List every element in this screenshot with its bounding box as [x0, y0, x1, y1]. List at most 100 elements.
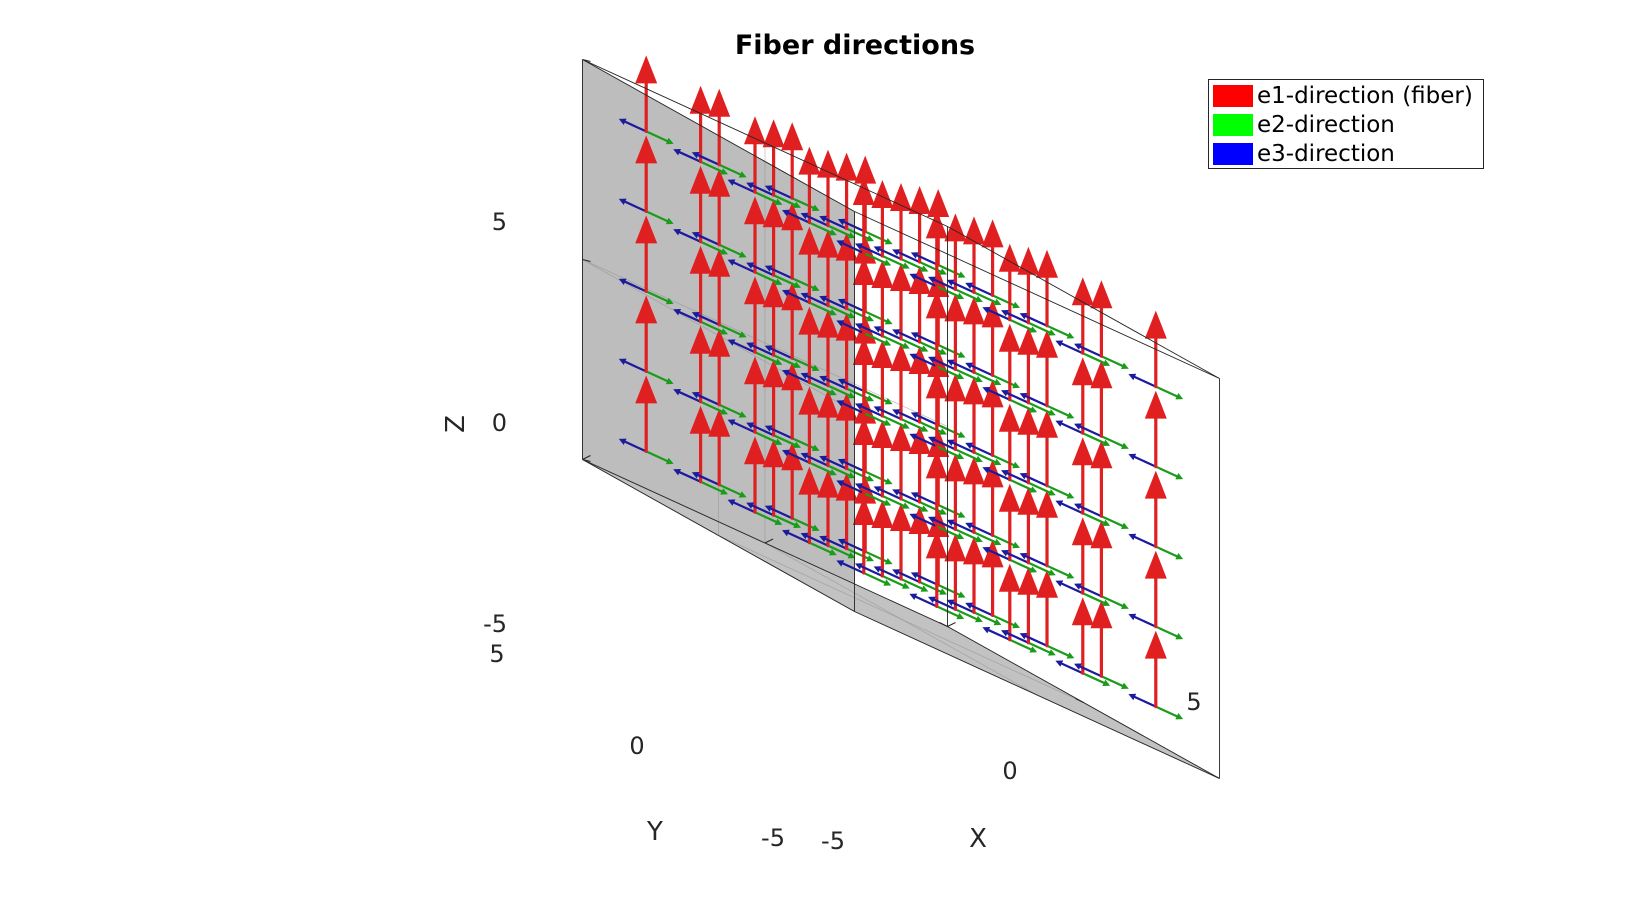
e2-arrow-head — [829, 229, 837, 236]
e1-arrow-head — [1144, 470, 1167, 499]
e2-arrow-head — [1066, 332, 1075, 339]
e3-arrow — [836, 240, 865, 255]
e1-arrow-head — [998, 403, 1021, 432]
e2-arrow-head — [1048, 409, 1056, 416]
e2-arrow-head — [957, 351, 966, 358]
e3-arrow — [618, 198, 648, 213]
e2-arrow — [972, 291, 1002, 306]
e3-arrow-shaft — [933, 278, 957, 291]
e1-arrow — [981, 459, 1004, 538]
e2-arrow-head — [793, 441, 801, 448]
e3-arrow-shaft — [951, 601, 976, 614]
e3-arrow — [800, 292, 830, 307]
e1-arrow-head — [981, 219, 1004, 248]
e3-arrow-head — [928, 436, 936, 443]
e3-arrow-shaft — [824, 457, 848, 470]
e1-arrow — [798, 386, 821, 465]
e3-arrow — [836, 560, 865, 575]
e2-arrow — [808, 221, 837, 236]
e2-arrow-head — [774, 198, 783, 205]
e2-arrow — [1081, 352, 1111, 366]
e3-arrow-head — [928, 596, 936, 603]
e1-arrow-head — [1071, 357, 1094, 386]
e3-arrow — [928, 356, 957, 371]
e2-arrow — [699, 400, 728, 415]
e3-arrow-head — [691, 472, 700, 479]
e2-arrow-shaft — [753, 511, 778, 523]
e2-arrow-shaft — [954, 528, 978, 541]
e3-arrow-head — [800, 212, 809, 220]
e2-arrow-head — [1175, 633, 1184, 640]
e2-arrow-head — [883, 499, 892, 506]
e3-arrow-shaft — [933, 438, 957, 451]
e3-arrow-shaft — [951, 281, 976, 294]
e2-arrow-shaft — [808, 461, 832, 474]
e1-arrow-head — [1090, 280, 1113, 309]
e3-arrow-shaft — [824, 377, 848, 390]
e2-arrow-head — [1012, 381, 1020, 389]
e1-arrow — [871, 180, 894, 258]
e3-arrow-shaft — [697, 234, 721, 246]
e2-arrow-head — [738, 171, 747, 178]
e2-arrow-head — [1066, 572, 1075, 579]
e2-arrow — [826, 464, 856, 479]
e2-arrow-head — [920, 505, 929, 512]
e3-arrow — [691, 232, 721, 246]
e2-arrow — [1154, 385, 1184, 400]
e2-arrow — [1154, 465, 1184, 480]
e1-arrow — [708, 88, 731, 167]
e2-arrow-shaft — [1081, 352, 1105, 364]
e3-arrow-head — [1074, 343, 1082, 350]
e1-arrow — [689, 325, 712, 404]
e2-arrow-head — [939, 508, 947, 515]
e3-arrow-shaft — [770, 507, 794, 520]
e3-arrow — [965, 282, 994, 297]
e3-arrow — [819, 455, 848, 470]
e2-arrow-head — [884, 398, 893, 405]
e1-arrow-head — [1017, 326, 1040, 355]
e2-arrow-shaft — [645, 370, 669, 383]
e2-arrow-head — [957, 591, 966, 598]
e2-arrow — [1100, 355, 1129, 369]
e3-arrow-shaft — [805, 214, 830, 227]
e2-arrow-shaft — [718, 163, 742, 176]
e3-arrow — [746, 342, 775, 357]
e3-arrow — [909, 433, 938, 448]
e1-arrow-head — [708, 88, 731, 117]
e2-arrow-shaft — [1154, 625, 1178, 638]
e3-arrow — [764, 265, 794, 280]
e3-arrow — [618, 118, 648, 133]
e1-arrow — [762, 199, 785, 277]
e1-arrow — [762, 439, 785, 517]
e3-arrow — [691, 152, 721, 166]
e1-arrow-head — [744, 276, 766, 305]
e2-arrow-head — [1102, 599, 1111, 606]
e2-arrow-shaft — [645, 130, 669, 143]
e3-arrow-shaft — [805, 374, 830, 387]
e2-arrow-shaft — [1081, 512, 1105, 524]
e3-arrow-shaft — [678, 471, 702, 483]
e2-arrow-shaft — [718, 243, 742, 256]
e3-arrow — [965, 522, 994, 537]
e1-arrow-head — [890, 263, 912, 291]
e2-arrow — [862, 571, 892, 586]
e3-arrow-shaft — [878, 328, 903, 341]
e1-arrow — [908, 346, 931, 424]
e3-arrow-head — [819, 455, 827, 463]
e1-arrow — [1071, 597, 1094, 675]
e3-arrow — [982, 467, 1011, 481]
e3-arrow — [928, 436, 957, 451]
e2-arrow-head — [720, 408, 728, 415]
e1-arrow-head — [998, 323, 1021, 352]
e3-arrow — [746, 182, 775, 197]
e3-arrow-head — [910, 332, 919, 339]
e2-arrow-head — [902, 582, 910, 589]
e1-arrow — [890, 503, 912, 581]
e2-arrow-head — [866, 235, 874, 242]
e3-arrow — [1055, 500, 1084, 515]
e3-arrow — [1019, 393, 1049, 407]
e2-arrow-shaft — [699, 160, 723, 173]
e3-arrow — [691, 472, 721, 486]
e3-arrow — [910, 572, 940, 587]
e2-arrow-head — [883, 419, 892, 426]
